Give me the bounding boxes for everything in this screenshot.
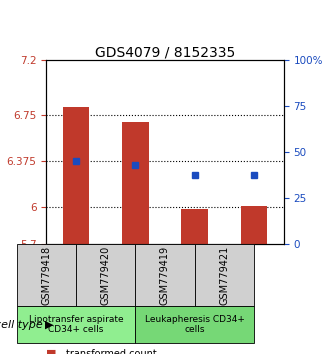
Text: Leukapheresis CD34+
cells: Leukapheresis CD34+ cells <box>145 315 245 335</box>
Text: Lipotransfer aspirate
CD34+ cells: Lipotransfer aspirate CD34+ cells <box>29 315 123 335</box>
Bar <box>182 209 208 244</box>
Bar <box>241 206 268 244</box>
Text: cell type: cell type <box>0 320 43 330</box>
Text: GSM779419: GSM779419 <box>160 246 170 305</box>
Text: GSM779418: GSM779418 <box>41 246 51 305</box>
Text: GSM779420: GSM779420 <box>101 246 111 305</box>
Text: GSM779421: GSM779421 <box>219 246 229 305</box>
Text: ■: ■ <box>46 349 57 354</box>
Text: ▶: ▶ <box>45 320 53 330</box>
Bar <box>63 107 89 244</box>
Text: transformed count: transformed count <box>66 349 157 354</box>
Title: GDS4079 / 8152335: GDS4079 / 8152335 <box>95 45 235 59</box>
Bar <box>122 121 149 244</box>
